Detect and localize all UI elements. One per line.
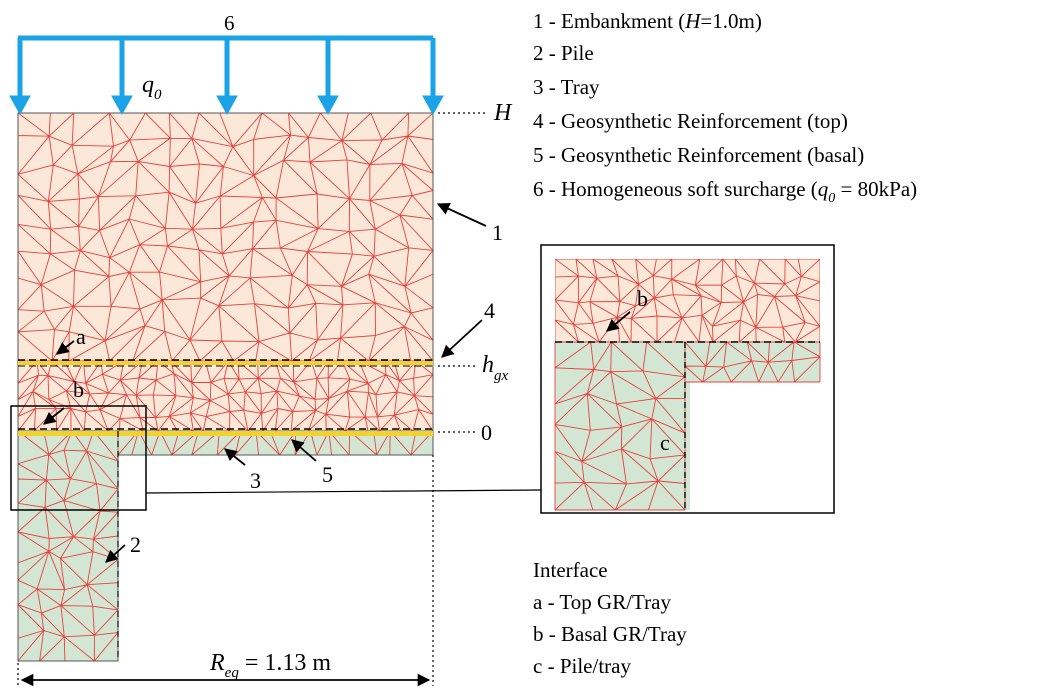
callout-2-arrow — [105, 544, 126, 563]
callout-3-label: 3 — [250, 468, 261, 493]
callout-5-arrow — [291, 439, 317, 462]
pile-mesh — [18, 431, 118, 661]
inset-callout-b-label: b — [637, 286, 648, 311]
interface-item-c: c - Pile/tray — [533, 654, 631, 678]
callout-1-arrow — [436, 202, 487, 227]
req-dimension-label: Req = 1.13 m — [209, 650, 331, 681]
legend: 1 - Embankment (H=1.0m) 2 - Pile 3 - Tra… — [533, 9, 917, 206]
callout-4-arrow — [441, 319, 483, 358]
interface-title: Interface — [533, 558, 608, 582]
callout-4-label: 4 — [484, 298, 495, 323]
load-arrow-5 — [422, 38, 444, 116]
interface-item-b: b - Basal GR/Tray — [533, 622, 687, 646]
mesh-edges — [555, 259, 820, 342]
legend-item-2: 2 - Pile — [533, 41, 594, 65]
interface-item-a: a - Top GR/Tray — [533, 590, 671, 614]
legend-item-6: 6 - Homogeneous soft surcharge (q0 = 80k… — [533, 177, 917, 206]
zoom-connector — [145, 489, 542, 494]
callout-a-label: a — [76, 324, 86, 349]
legend-item-5: 5 - Geosynthetic Reinforcement (basal) — [533, 143, 864, 167]
inset-callout-b-arrow — [606, 311, 631, 332]
zero-label: 0 — [481, 420, 492, 445]
void-region — [118, 455, 433, 661]
mesh-edges — [18, 113, 433, 362]
load-arrow-4 — [317, 38, 339, 116]
legend-item-3: 3 - Tray — [533, 75, 600, 99]
inset-embankment-mesh — [555, 259, 820, 342]
legend-item-1: 1 - Embankment (H=1.0m) — [533, 9, 762, 33]
surcharge-load — [9, 35, 444, 116]
load-arrow-1 — [9, 38, 31, 116]
mesh-edges — [18, 431, 118, 661]
geogrid-top — [18, 361, 433, 365]
callout-2-label: 2 — [130, 532, 141, 557]
hgx-label: hgx — [482, 352, 509, 384]
load-symbol-label: q0 — [142, 72, 162, 103]
embankment-mesh — [18, 113, 433, 431]
callout-5-label: 5 — [322, 462, 333, 487]
legend-item-4: 4 - Geosynthetic Reinforcement (top) — [533, 109, 848, 133]
load-number-label: 6 — [224, 11, 235, 35]
load-arrow-3 — [216, 38, 238, 116]
callout-b-arrow — [43, 407, 65, 425]
callout-b-label: b — [73, 377, 84, 402]
interface-legend: Interface a - Top GR/Tray b - Basal GR/T… — [533, 558, 687, 678]
load-arrow-2 — [111, 38, 133, 116]
height-label: H — [493, 100, 513, 126]
zoom-box — [10, 405, 147, 511]
inset-callout-c-label: c — [660, 430, 670, 455]
callout-1-label: 1 — [492, 220, 503, 245]
callout-a-arrow — [55, 340, 75, 355]
inset-soil — [555, 342, 820, 510]
geogrid-basal — [18, 431, 433, 436]
callout-3-arrow — [224, 448, 246, 466]
